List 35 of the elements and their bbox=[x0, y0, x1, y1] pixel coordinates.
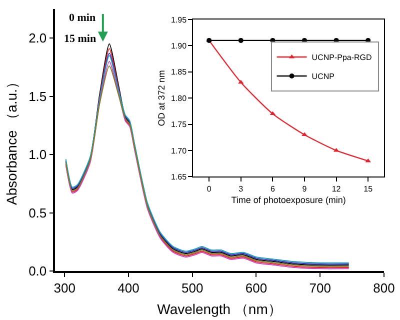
legend-label: UCNP bbox=[312, 72, 334, 82]
y-tick-label: 2.0 bbox=[28, 30, 47, 46]
point bbox=[302, 132, 308, 136]
y-tick-label: 1.5 bbox=[28, 88, 47, 104]
x-tick-label: 500 bbox=[182, 280, 204, 296]
legend-label: UCNP-Ppa-RGD bbox=[312, 53, 372, 62]
point bbox=[238, 80, 244, 84]
x-tick-label: 700 bbox=[309, 280, 331, 296]
x-tick-label: 300 bbox=[54, 280, 76, 296]
x-tick-label: 15 bbox=[364, 184, 374, 194]
annotation: 15 min bbox=[64, 33, 96, 45]
y-axis-title: Absorbance （a.u.） bbox=[4, 75, 20, 205]
x-axis-title: Wavelength （nm） bbox=[157, 301, 282, 318]
y-tick-label: 0.0 bbox=[28, 264, 47, 279]
y-tick-label: 1.85 bbox=[171, 68, 188, 77]
y-tick-label: 1.70 bbox=[171, 146, 188, 156]
x-tick-label: 6 bbox=[270, 184, 276, 194]
x-tick-label: 0 bbox=[206, 184, 212, 194]
y-tick-label: 1.80 bbox=[171, 94, 188, 103]
x-axis-title: Time of photoexposure (min) bbox=[231, 195, 346, 206]
y-tick-label: 1.95 bbox=[171, 15, 188, 24]
y-tick-label: 1.90 bbox=[171, 41, 188, 50]
y-tick-label: 1.75 bbox=[171, 120, 188, 130]
y-axis-title: OD at 372 nm bbox=[156, 70, 166, 126]
y-tick-label: 1.65 bbox=[171, 172, 188, 182]
x-tick-label: 9 bbox=[302, 184, 308, 194]
point bbox=[238, 38, 244, 43]
x-tick-label: 400 bbox=[118, 280, 140, 296]
x-tick-label: 800 bbox=[373, 280, 395, 296]
x-tick-label: 600 bbox=[245, 280, 268, 296]
annotation: 0 min bbox=[69, 12, 96, 24]
x-tick-label: 3 bbox=[238, 184, 244, 194]
y-tick-label: 1.0 bbox=[28, 147, 47, 162]
x-tick-label: 12 bbox=[332, 184, 342, 194]
y-tick-label: 0.5 bbox=[28, 205, 47, 220]
